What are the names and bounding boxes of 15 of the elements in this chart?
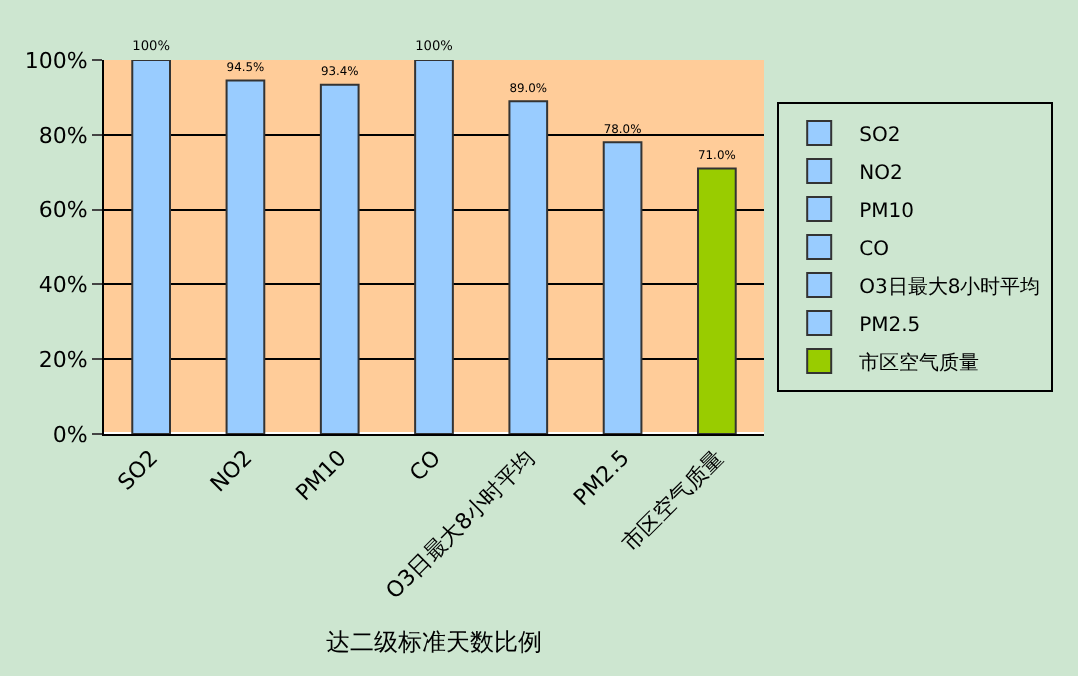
legend-label: O3日最大8小时平均 (859, 274, 1041, 299)
legend-label: PM10 (859, 200, 914, 223)
legend-label: NO2 (859, 162, 903, 185)
y-tick-label: 0% (52, 421, 88, 448)
y-tick-label: 40% (38, 272, 88, 299)
x-axis-title: 达二级标准天数比例 (326, 628, 542, 657)
legend-label: PM2.5 (859, 314, 921, 337)
legend-label: CO (859, 238, 890, 261)
y-tick-label: 60% (38, 197, 88, 224)
legend-label: 市区空气质量 (859, 350, 980, 375)
x-tick-label: CO (404, 444, 447, 487)
legend-label: SO2 (859, 124, 901, 147)
y-tick-label: 80% (38, 122, 88, 149)
y-tick-label: 20% (38, 346, 88, 373)
y-tick-label: 100% (24, 47, 88, 74)
